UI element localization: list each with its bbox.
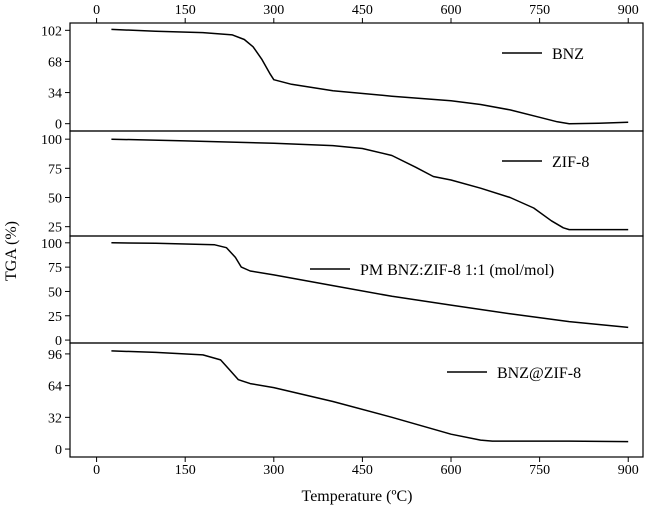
y-tick-label: 75 — [48, 162, 62, 177]
panel-frame — [69, 130, 644, 237]
x-bottom-tick-label: 0 — [93, 463, 100, 478]
panel-frame — [69, 22, 644, 132]
y-tick-label: 68 — [48, 55, 62, 70]
y-tick-label: 50 — [48, 285, 62, 300]
x-bottom-tick-label: 750 — [529, 463, 550, 478]
x-bottom-tick-label: 450 — [352, 463, 373, 478]
y-tick-label: 0 — [55, 118, 62, 133]
y-tick-label: 0 — [55, 334, 62, 349]
series-line — [111, 138, 629, 231]
x-bottom-tick-label: 900 — [618, 463, 639, 478]
y-axis-title: TGA (%) — [3, 221, 20, 281]
x-top-tick-label: 0 — [93, 3, 100, 18]
legend-label: PM BNZ:ZIF-8 1:1 (mol/mol) — [360, 262, 554, 279]
x-top-tick-label: 300 — [263, 3, 284, 18]
legend-label: ZIF-8 — [552, 154, 589, 171]
y-tick-label: 102 — [41, 24, 62, 39]
x-top-tick-label: 900 — [618, 3, 639, 18]
x-top-tick-label: 450 — [352, 3, 373, 18]
panel-frame — [69, 342, 644, 458]
series-line — [111, 242, 629, 329]
y-tick-label: 25 — [48, 310, 62, 325]
y-tick-label: 32 — [48, 411, 62, 426]
series-line — [111, 350, 629, 443]
y-tick-label: 96 — [48, 348, 62, 363]
x-axis-title: Temperature (ºC) — [302, 488, 413, 505]
x-bottom-tick-label: 600 — [441, 463, 462, 478]
y-tick-label: 50 — [48, 192, 62, 207]
y-tick-label: 25 — [48, 221, 62, 236]
x-bottom-tick-label: 150 — [175, 463, 196, 478]
legend-label: BNZ@ZIF-8 — [497, 365, 581, 382]
series-line — [111, 28, 629, 125]
x-top-tick-label: 600 — [441, 3, 462, 18]
x-top-tick-label: 750 — [529, 3, 550, 18]
x-bottom-tick-label: 300 — [263, 463, 284, 478]
y-tick-label: 0 — [55, 443, 62, 458]
y-tick-label: 64 — [48, 380, 62, 395]
legend-label: BNZ — [552, 46, 584, 63]
y-tick-label: 75 — [48, 261, 62, 276]
y-tick-label: 100 — [41, 237, 62, 252]
y-tick-label: 100 — [41, 133, 62, 148]
x-top-tick-label: 150 — [175, 3, 196, 18]
y-tick-label: 34 — [48, 87, 62, 102]
